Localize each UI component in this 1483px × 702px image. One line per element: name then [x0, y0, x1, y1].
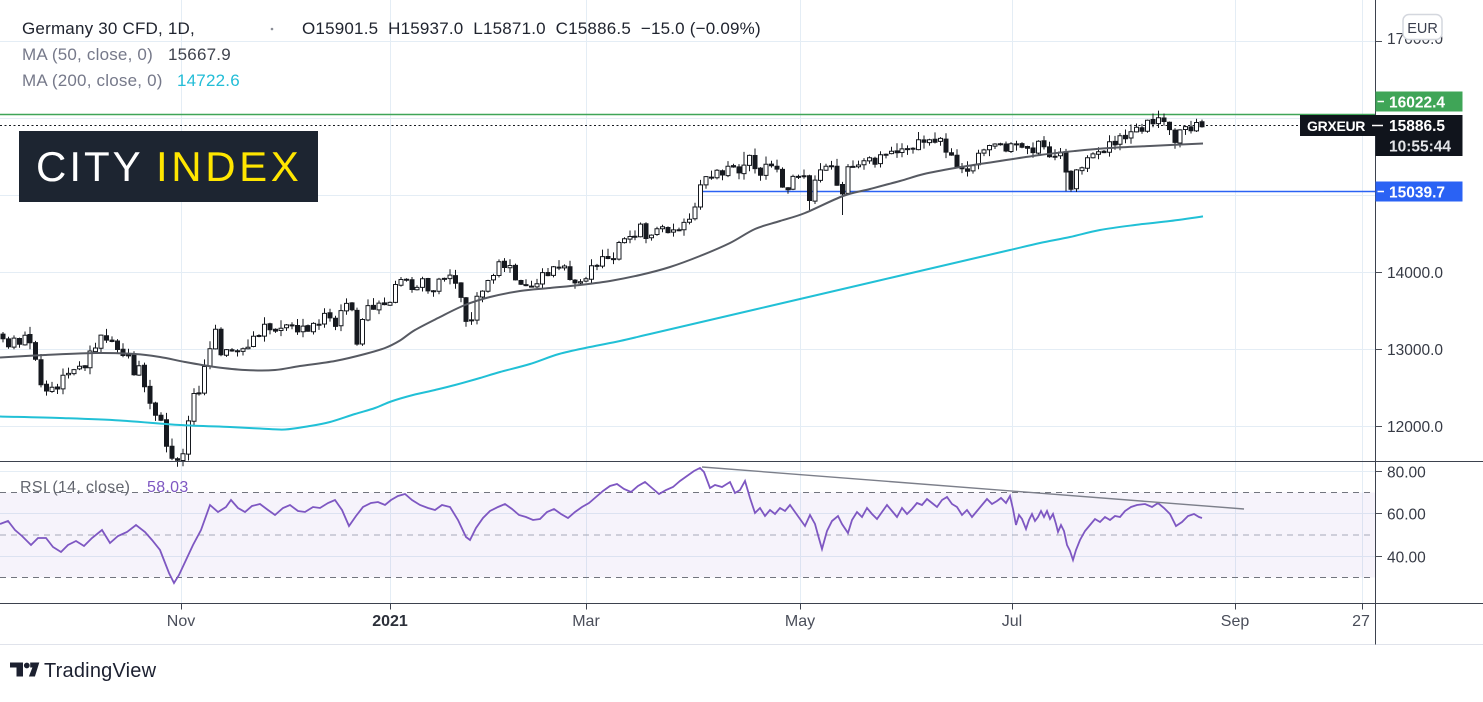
svg-text:15886.5: 15886.5	[1389, 118, 1445, 135]
svg-text:15039.7: 15039.7	[1389, 185, 1445, 202]
svg-text:14000.0: 14000.0	[1387, 265, 1443, 282]
svg-text:INDEX: INDEX	[156, 143, 302, 190]
svg-text:Sep: Sep	[1221, 613, 1250, 630]
svg-text:EUR: EUR	[1407, 21, 1438, 37]
svg-text:MA (200, close, 0): MA (200, close, 0)	[22, 71, 163, 90]
svg-text:14722.6: 14722.6	[177, 71, 240, 90]
svg-text:60.00: 60.00	[1387, 507, 1426, 524]
svg-text:CITY: CITY	[36, 143, 144, 190]
svg-text:40.00: 40.00	[1387, 550, 1426, 567]
svg-text:58.03: 58.03	[147, 479, 189, 496]
svg-text:10:55:44: 10:55:44	[1389, 139, 1451, 156]
svg-text:27: 27	[1352, 613, 1370, 630]
svg-text:15667.9: 15667.9	[168, 45, 231, 64]
svg-text:Nov: Nov	[167, 613, 195, 630]
svg-text:Mar: Mar	[572, 613, 600, 630]
svg-text:MA (50, close, 0): MA (50, close, 0)	[22, 45, 153, 64]
svg-text:2021: 2021	[372, 613, 408, 630]
svg-text:GRXEUR: GRXEUR	[1307, 118, 1365, 134]
svg-text:RSI (14, close): RSI (14, close)	[20, 479, 130, 496]
svg-text:May: May	[785, 613, 815, 630]
svg-text:80.00: 80.00	[1387, 465, 1426, 482]
svg-text:Jul: Jul	[1002, 613, 1022, 630]
svg-text:13000.0: 13000.0	[1387, 342, 1443, 359]
svg-text:12000.0: 12000.0	[1387, 419, 1443, 436]
svg-text:16022.4: 16022.4	[1389, 95, 1445, 112]
svg-text:TradingView: TradingView	[44, 660, 157, 682]
svg-text:O15901.5 H15937.0 L15871.0: O15901.5 H15937.0 L15871.0 C15886.5 −15.…	[302, 19, 761, 38]
svg-text:Germany 30 CFD, 1D,: Germany 30 CFD, 1D,	[22, 19, 195, 38]
